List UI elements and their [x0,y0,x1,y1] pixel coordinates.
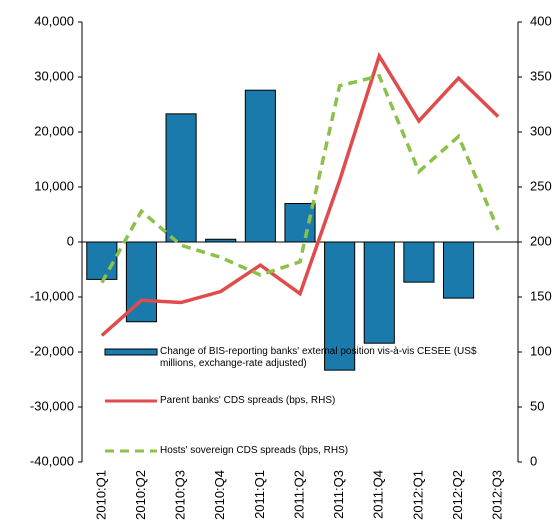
x-tick-label: 2011:Q3 [331,470,346,519]
legend-label: Parent banks' CDS spreads (bps, RHS) [160,395,336,406]
y-tick-label: -20,000 [30,343,74,358]
bar [86,241,118,280]
y2-tick-label: 50 [530,398,544,413]
bar [403,241,435,283]
y-tick-label: 0 [67,233,74,248]
bar [165,113,197,243]
y-tick-label: 10,000 [34,178,74,193]
bar [324,241,356,371]
x-tick-label: 2010:Q3 [173,470,188,520]
y-tick-label: -10,000 [30,288,74,303]
line-series [100,51,500,337]
x-tick-label: 2011:Q2 [291,470,306,519]
y2-tick-label: 100 [530,343,552,358]
x-tick-label: 2012:Q2 [450,470,465,520]
bar [442,241,475,299]
x-tick-label: 2012:Q3 [490,470,505,520]
y-tick-label: 20,000 [34,123,74,138]
x-tick-label: 2011:Q1 [252,470,267,519]
y2-tick-label: 250 [530,178,552,193]
y2-tick-label: 0 [530,453,537,468]
x-tick-label: 2010:Q1 [93,470,108,520]
bar [244,89,276,243]
y2-tick-label: 350 [530,68,552,83]
y2-tick-label: 400 [530,13,552,28]
x-tick-label: 2010:Q4 [212,470,227,520]
line-series [100,73,500,284]
x-tick-label: 2012:Q1 [410,470,425,520]
legend-swatch [104,348,158,356]
y-tick-label: -30,000 [30,398,74,413]
legend-label: Change of BIS-reporting banks' external … [160,346,477,369]
x-tick-label: 2011:Q4 [371,470,386,519]
x-tick-label: 2010:Q2 [133,470,148,520]
y-tick-label: 30,000 [34,68,74,83]
legend-label: Hosts' sovereign CDS spreads (bps, RHS) [160,445,349,456]
bar [363,241,395,344]
y-tick-label: -40,000 [30,453,74,468]
y-tick-label: 40,000 [34,13,74,28]
y2-tick-label: 150 [530,288,552,303]
y2-tick-label: 300 [530,123,552,138]
y2-tick-label: 200 [530,233,552,248]
